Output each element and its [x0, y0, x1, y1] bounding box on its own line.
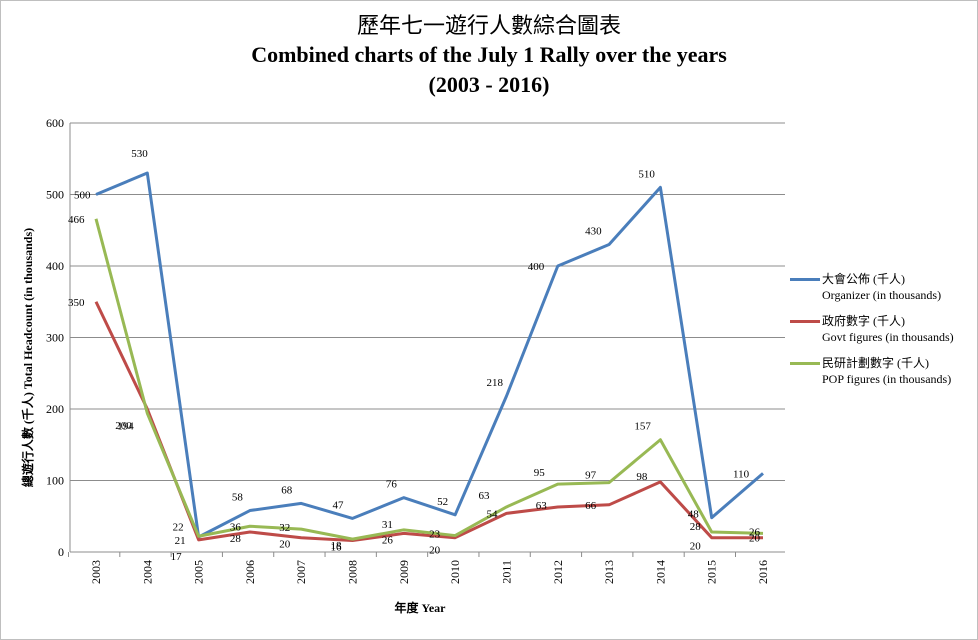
data-label: 218	[486, 377, 503, 389]
legend-item-organizer: 大會公佈 (千人) Organizer (in thousands)	[788, 270, 973, 312]
legend-swatch-organizer	[790, 278, 820, 281]
data-label: 97	[585, 470, 597, 482]
data-label: 530	[131, 148, 148, 160]
data-label: 466	[68, 214, 85, 226]
data-label: 21	[175, 535, 186, 547]
legend-swatch-pop	[790, 362, 820, 365]
legend-label-govt: 政府數字 (千人)	[822, 314, 905, 328]
data-label: 66	[585, 500, 597, 512]
x-tick-label: 2006	[243, 560, 257, 584]
y-tick-label: 300	[46, 331, 64, 345]
data-label: 76	[386, 479, 398, 491]
y-tick-label: 500	[46, 188, 64, 202]
x-tick-label: 2010	[448, 560, 462, 584]
series-line-2	[94, 218, 764, 541]
y-tick-label: 0	[58, 545, 64, 559]
data-label: 157	[634, 421, 651, 433]
x-tick-label: 2009	[397, 560, 411, 584]
chart-title: 歷年七一遊行人數綜合圖表	[356, 13, 621, 38]
data-label: 20	[690, 541, 702, 553]
data-label: 98	[636, 471, 648, 483]
data-label: 20	[279, 539, 291, 551]
x-tick-label: 2004	[140, 560, 154, 584]
data-label: 110	[733, 468, 750, 480]
data-label: 63	[478, 490, 490, 502]
legend: 大會公佈 (千人) Organizer (in thousands) 政府數字 …	[788, 270, 973, 396]
legend-label-pop-en: POP figures (in thousands)	[822, 372, 952, 386]
legend-item-govt: 政府數字 (千人) Govt figures (in thousands)	[788, 312, 973, 354]
data-label: 500	[74, 190, 91, 202]
data-label: 26	[382, 534, 394, 546]
x-tick-label: 2016	[756, 560, 770, 584]
data-label: 26	[749, 526, 761, 538]
legend-swatch-govt	[790, 320, 820, 323]
data-label: 350	[68, 297, 85, 309]
x-tick-label: 2012	[551, 560, 565, 584]
data-label: 58	[232, 492, 244, 504]
legend-label-govt-en: Govt figures (in thousands)	[822, 330, 954, 344]
data-label: 28	[230, 533, 242, 545]
x-tick-label: 2005	[192, 560, 206, 584]
chart-subtitle: Combined charts of the July 1 Rally over…	[251, 42, 727, 67]
x-tick-label: 2007	[294, 560, 308, 584]
legend-label-organizer-en: Organizer (in thousands)	[822, 288, 942, 302]
data-label: 430	[585, 226, 602, 238]
data-label: 20	[749, 533, 761, 545]
series-line-1	[94, 301, 763, 543]
data-label: 17	[171, 551, 183, 563]
data-label: 28	[690, 521, 702, 533]
y-tick-label: 200	[46, 402, 64, 416]
data-label: 23	[429, 529, 441, 541]
y-axis-title: 總遊行人數 (千人) Total Headcount (in thousands…	[20, 228, 35, 487]
chart-subtitle-years: (2003 - 2016)	[428, 72, 550, 97]
data-label: 47	[333, 499, 345, 511]
data-label: 54	[486, 508, 498, 520]
data-label: 68	[281, 484, 293, 496]
data-label: 32	[279, 522, 290, 534]
data-label: 22	[173, 521, 184, 533]
data-label: 400	[528, 261, 545, 273]
x-tick-label: 2013	[602, 560, 616, 584]
y-tick-label: 600	[46, 116, 64, 130]
series-line-0	[95, 171, 764, 539]
legend-item-pop: 民研計劃數字 (千人) POP figures (in thousands)	[788, 354, 973, 396]
data-label: 194	[117, 420, 134, 432]
data-label: 18	[331, 540, 343, 552]
data-label: 20	[429, 545, 441, 557]
x-tick-label: 2008	[346, 560, 360, 584]
legend-label-pop: 民研計劃數字 (千人)	[822, 356, 929, 370]
x-tick-label: 2003	[89, 560, 103, 584]
data-label: 16	[331, 542, 343, 554]
x-axis-title: 年度 Year	[395, 600, 447, 615]
y-tick-label: 100	[46, 474, 64, 488]
data-label: 52	[437, 496, 448, 508]
data-label: 63	[536, 500, 548, 512]
data-label: 36	[230, 521, 242, 533]
y-tick-label: 400	[46, 259, 64, 273]
legend-label-organizer: 大會公佈 (千人)	[822, 272, 905, 286]
data-label: 48	[688, 509, 700, 521]
data-label: 200	[115, 420, 132, 432]
data-label: 510	[638, 168, 655, 180]
data-label: 31	[382, 519, 393, 531]
x-tick-label: 2015	[705, 560, 719, 584]
x-tick-label: 2011	[499, 560, 513, 584]
x-tick-label: 2014	[653, 560, 667, 584]
data-label: 95	[534, 467, 546, 479]
